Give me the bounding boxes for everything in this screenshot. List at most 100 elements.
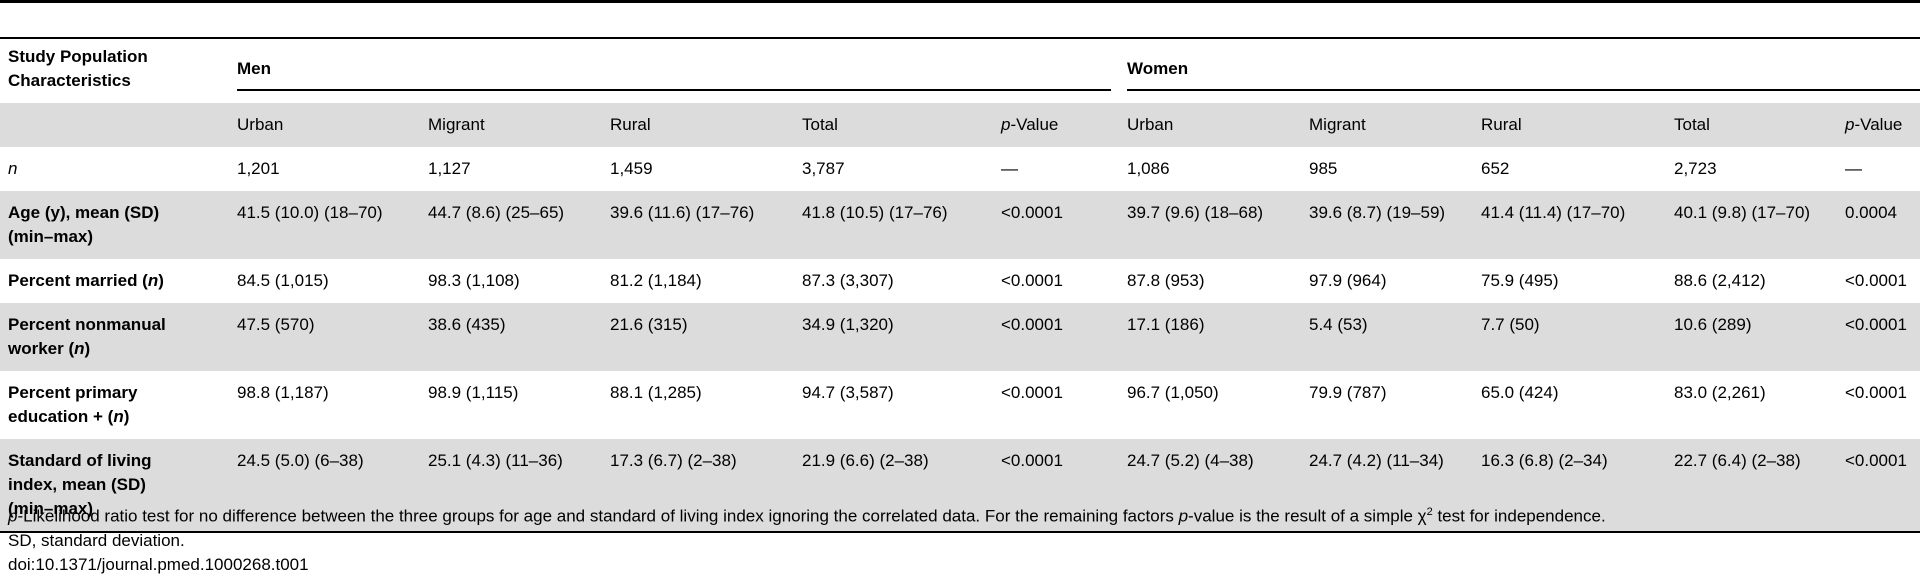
row-label-part: ) [158, 271, 164, 290]
men-col-rural: Rural [610, 103, 802, 147]
footnote-text-c: test for independence. [1432, 506, 1606, 526]
row-label: Percent nonmanual worker (n) [0, 303, 237, 371]
women-cell: 24.7 (5.2) (4–38) [1127, 439, 1309, 533]
women-cell: <0.0001 [1845, 383, 1907, 402]
table-row: Percent nonmanual worker (n) 47.5 (570) 38.… [0, 303, 1920, 371]
row-label: Age (y), mean (SD) (min–max) [0, 191, 237, 259]
row-label-part: n [113, 407, 124, 426]
women-cell: 79.9 (787) [1309, 383, 1387, 402]
footnote-doi: doi:10.1371/journal.pmed.1000268.t001 [8, 554, 309, 574]
men-cell: <0.0001 [1001, 303, 1127, 371]
stub-header-line1: Study Population [8, 47, 148, 66]
women-cell: 96.7 (1,050) [1127, 383, 1219, 402]
women-cell: 22.7 (6.4) (2–38) [1674, 439, 1845, 533]
men-cell: 17.3 (6.7) (2–38) [610, 439, 802, 533]
table-row: n 1,201 1,127 1,459 3,787 — 1,086 985 652 2,723 — [0, 147, 1920, 191]
men-cell: 25.1 (4.3) (11–36) [428, 439, 610, 533]
women-col-rural: Rural [1481, 103, 1674, 147]
men-cell: 81.2 (1,184) [610, 271, 702, 290]
men-cell: 98.3 (1,108) [428, 271, 520, 290]
women-cell: 985 [1309, 159, 1338, 178]
pvalue-prefix: p [1845, 115, 1855, 134]
footnote-text-a: -Likelihood ratio test for no difference… [17, 506, 1179, 526]
footnote-p-letter: p [8, 506, 18, 526]
men-cell: 34.9 (1,320) [802, 303, 1001, 371]
women-cell: 87.8 (953) [1127, 271, 1205, 290]
row-label-part: education + ( [8, 407, 114, 426]
women-cell: 5.4 (53) [1309, 303, 1481, 371]
women-group-header: Women [1127, 37, 1920, 103]
footnote-text-b: -value is the result of a simple [1188, 506, 1418, 526]
table-footnotes: p-Likelihood ratio test for no differenc… [8, 500, 1913, 577]
men-cell: 98.8 (1,187) [237, 383, 329, 402]
row-label: Percent married (n) [0, 259, 237, 303]
table-container: Study Population Characteristics Men Wom… [0, 37, 1920, 533]
women-cell: 39.7 (9.6) (18–68) [1127, 191, 1309, 259]
men-cell: 1,127 [428, 159, 471, 178]
women-cell: 83.0 (2,261) [1674, 383, 1766, 402]
women-cell: 7.7 (50) [1481, 303, 1674, 371]
row-label-part: Percent nonmanual [8, 315, 166, 334]
men-cell: 98.9 (1,115) [428, 383, 519, 402]
men-cell: <0.0001 [1001, 439, 1127, 533]
table-row: Percent married (n) 84.5 (1,015) 98.3 (1,1… [0, 259, 1920, 303]
men-col-migrant: Migrant [428, 103, 610, 147]
row-label: Standard of living index, mean (SD) (min–m… [0, 439, 237, 533]
women-cell: 2,723 [1674, 159, 1717, 178]
footnote-pvalue: p-Likelihood ratio test for no differenc… [8, 500, 1913, 529]
row-label-part: worker ( [8, 339, 75, 358]
stub-header-line2: Characteristics [8, 71, 131, 90]
men-cell: 47.5 (570) [237, 303, 428, 371]
group-header-row: Study Population Characteristics Men Wom… [0, 37, 1920, 103]
men-cell: 44.7 (8.6) (25–65) [428, 191, 610, 259]
women-cell: 652 [1481, 159, 1510, 178]
pvalue-suffix: -Value [1010, 115, 1059, 134]
row-label-part: Percent married ( [8, 271, 148, 290]
men-cell: 1,459 [610, 159, 653, 178]
men-group-header: Men [237, 37, 1127, 103]
women-cell: 0.0004 [1845, 191, 1920, 259]
footnote-sd: SD, standard deviation. [8, 530, 185, 550]
men-cell: <0.0001 [1001, 191, 1127, 259]
men-col-total: Total [802, 103, 1001, 147]
men-cell: 39.6 (11.6) (17–76) [610, 191, 802, 259]
women-cell: 41.4 (11.4) (17–70) [1481, 191, 1674, 259]
table-row: Standard of living index, mean (SD) (min–m… [0, 439, 1920, 533]
row-label-part: Percent primary [8, 383, 138, 402]
table-row: Age (y), mean (SD) (min–max) 41.5 (10.0) (… [0, 191, 1920, 259]
men-cell: 87.3 (3,307) [802, 271, 894, 290]
men-cell: 38.6 (435) [428, 303, 610, 371]
row-label-part: n [8, 159, 18, 178]
women-cell: 16.3 (6.8) (2–34) [1481, 439, 1674, 533]
women-cell: 17.1 (186) [1127, 303, 1309, 371]
women-cell: <0.0001 [1845, 439, 1920, 533]
women-cell: 88.6 (2,412) [1674, 271, 1766, 290]
men-cell: 41.5 (10.0) (18–70) [237, 191, 428, 259]
men-cell: <0.0001 [1001, 383, 1063, 402]
stub-header: Study Population Characteristics [0, 37, 237, 103]
men-label: Men [237, 59, 1111, 91]
women-cell: 75.9 (495) [1481, 271, 1559, 290]
men-cell: 1,201 [237, 159, 280, 178]
women-cell: 10.6 (289) [1674, 303, 1845, 371]
pvalue-suffix: -Value [1854, 115, 1903, 134]
men-cell: 94.7 (3,587) [802, 383, 894, 402]
row-label: n [0, 147, 237, 191]
row-label-part: n [147, 271, 159, 290]
women-cell: 39.6 (8.7) (19–59) [1309, 191, 1481, 259]
study-population-table: Study Population Characteristics Men Wom… [0, 37, 1920, 533]
women-cell: <0.0001 [1845, 303, 1920, 371]
row-label-part: Standard of living [8, 451, 152, 470]
row-label-part: ) [123, 407, 130, 426]
footnote-p-letter-2: p [1178, 506, 1189, 526]
men-cell: 21.6 (315) [610, 303, 802, 371]
row-label-part: (min–max) [8, 227, 94, 246]
top-rule [0, 0, 1920, 3]
row-label-part: n [74, 339, 85, 358]
chi-superscript: 2 [1426, 506, 1433, 518]
women-cell: 40.1 (9.8) (17–70) [1674, 191, 1845, 259]
row-label-part: (min–max) [8, 499, 94, 518]
row-label-part: Age (y), mean (SD) [8, 203, 160, 222]
men-cell: 21.9 (6.6) (2–38) [802, 439, 1001, 533]
chi-symbol: χ [1417, 506, 1427, 526]
